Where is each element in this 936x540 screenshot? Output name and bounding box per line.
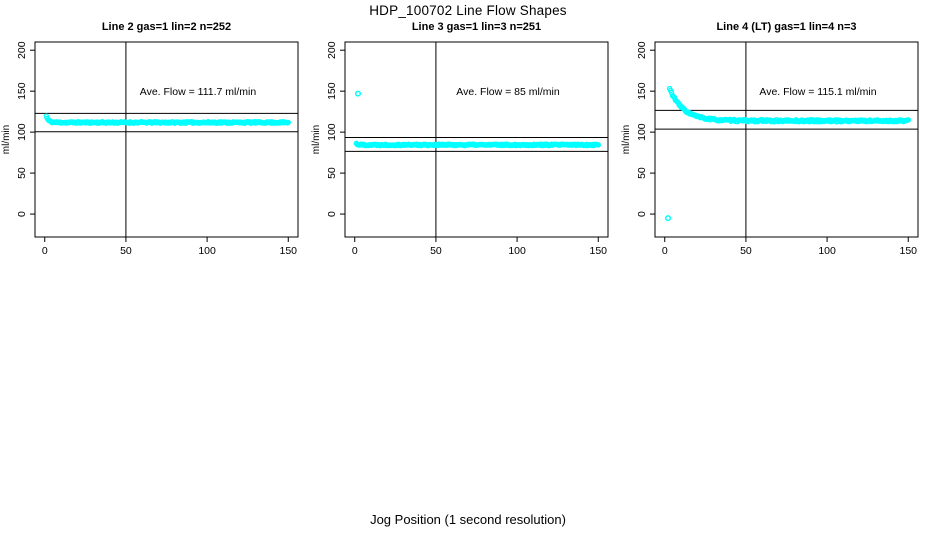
reference-lines (655, 42, 918, 237)
y-axis-label: ml/min (1, 125, 12, 154)
panel-title-line4: Line 4 (LT) gas=1 lin=4 n=3 (716, 21, 857, 33)
svg-text:200: 200 (636, 41, 648, 59)
data-points (43, 113, 292, 126)
plot-frame (654, 41, 919, 238)
main-title: HDP_100702 Line Flow Shapes (369, 3, 567, 18)
svg-text:50: 50 (16, 167, 28, 179)
svg-text:100: 100 (16, 123, 28, 141)
svg-text:0: 0 (326, 211, 338, 217)
svg-text:150: 150 (279, 245, 297, 257)
ave-flow-annotation: Ave. Flow = 115.1 ml/min (759, 86, 876, 98)
svg-text:100: 100 (326, 123, 338, 141)
svg-text:150: 150 (636, 82, 648, 100)
y-axis-label: ml/min (311, 125, 322, 154)
svg-text:150: 150 (16, 82, 28, 100)
svg-text:100: 100 (198, 245, 216, 257)
y-axis: 0 50 100 150 200 (16, 41, 35, 217)
panel-line3: 0 50 100 150 0 50 100 150 200 Ave. Flow = 85 ml… (311, 41, 609, 257)
svg-text:50: 50 (430, 245, 442, 257)
svg-text:0: 0 (16, 211, 28, 217)
x-axis: 0 50 100 150 (42, 237, 297, 257)
ave-flow-annotation: Ave. Flow = 85 ml/min (456, 86, 560, 98)
reference-lines (35, 42, 298, 237)
svg-text:0: 0 (42, 245, 48, 257)
svg-text:150: 150 (326, 82, 338, 100)
svg-text:50: 50 (740, 245, 752, 257)
x-axis: 0 50 100 150 (662, 237, 917, 257)
plot-frame (344, 41, 609, 238)
svg-text:150: 150 (899, 245, 917, 257)
panel-line2: 0 50 100 150 0 50 100 150 200 Ave. Flow = 111.7… (1, 41, 299, 257)
svg-text:0: 0 (352, 245, 358, 257)
svg-text:100: 100 (818, 245, 836, 257)
panel-title-line2: Line 2 gas=1 lin=2 n=252 (101, 21, 232, 33)
svg-text:0: 0 (636, 211, 648, 217)
reference-lines (345, 42, 608, 237)
svg-text:50: 50 (120, 245, 132, 257)
data-points (353, 90, 602, 149)
svg-text:200: 200 (16, 41, 28, 59)
svg-text:50: 50 (636, 167, 648, 179)
svg-text:100: 100 (636, 123, 648, 141)
svg-text:50: 50 (326, 167, 338, 179)
data-points (664, 85, 912, 222)
plot-frame (34, 41, 299, 238)
svg-text:150: 150 (589, 245, 607, 257)
panel-title-line3: Line 3 gas=1 lin=3 n=251 (411, 21, 542, 33)
y-axis: 0 50 100 150 200 (326, 41, 345, 217)
ave-flow-annotation: Ave. Flow = 111.7 ml/min (140, 86, 257, 98)
y-axis-label: ml/min (621, 125, 632, 154)
y-axis: 0 50 100 150 200 (636, 41, 655, 217)
panel-line4: 0 50 100 150 0 50 100 150 200 Ave. Flow = 115.1… (621, 41, 919, 257)
svg-text:100: 100 (508, 245, 526, 257)
svg-text:200: 200 (326, 41, 338, 59)
svg-text:0: 0 (662, 245, 668, 257)
x-axis-shared-label: Jog Position (1 second resolution) (370, 512, 566, 527)
x-axis: 0 50 100 150 (352, 237, 607, 257)
